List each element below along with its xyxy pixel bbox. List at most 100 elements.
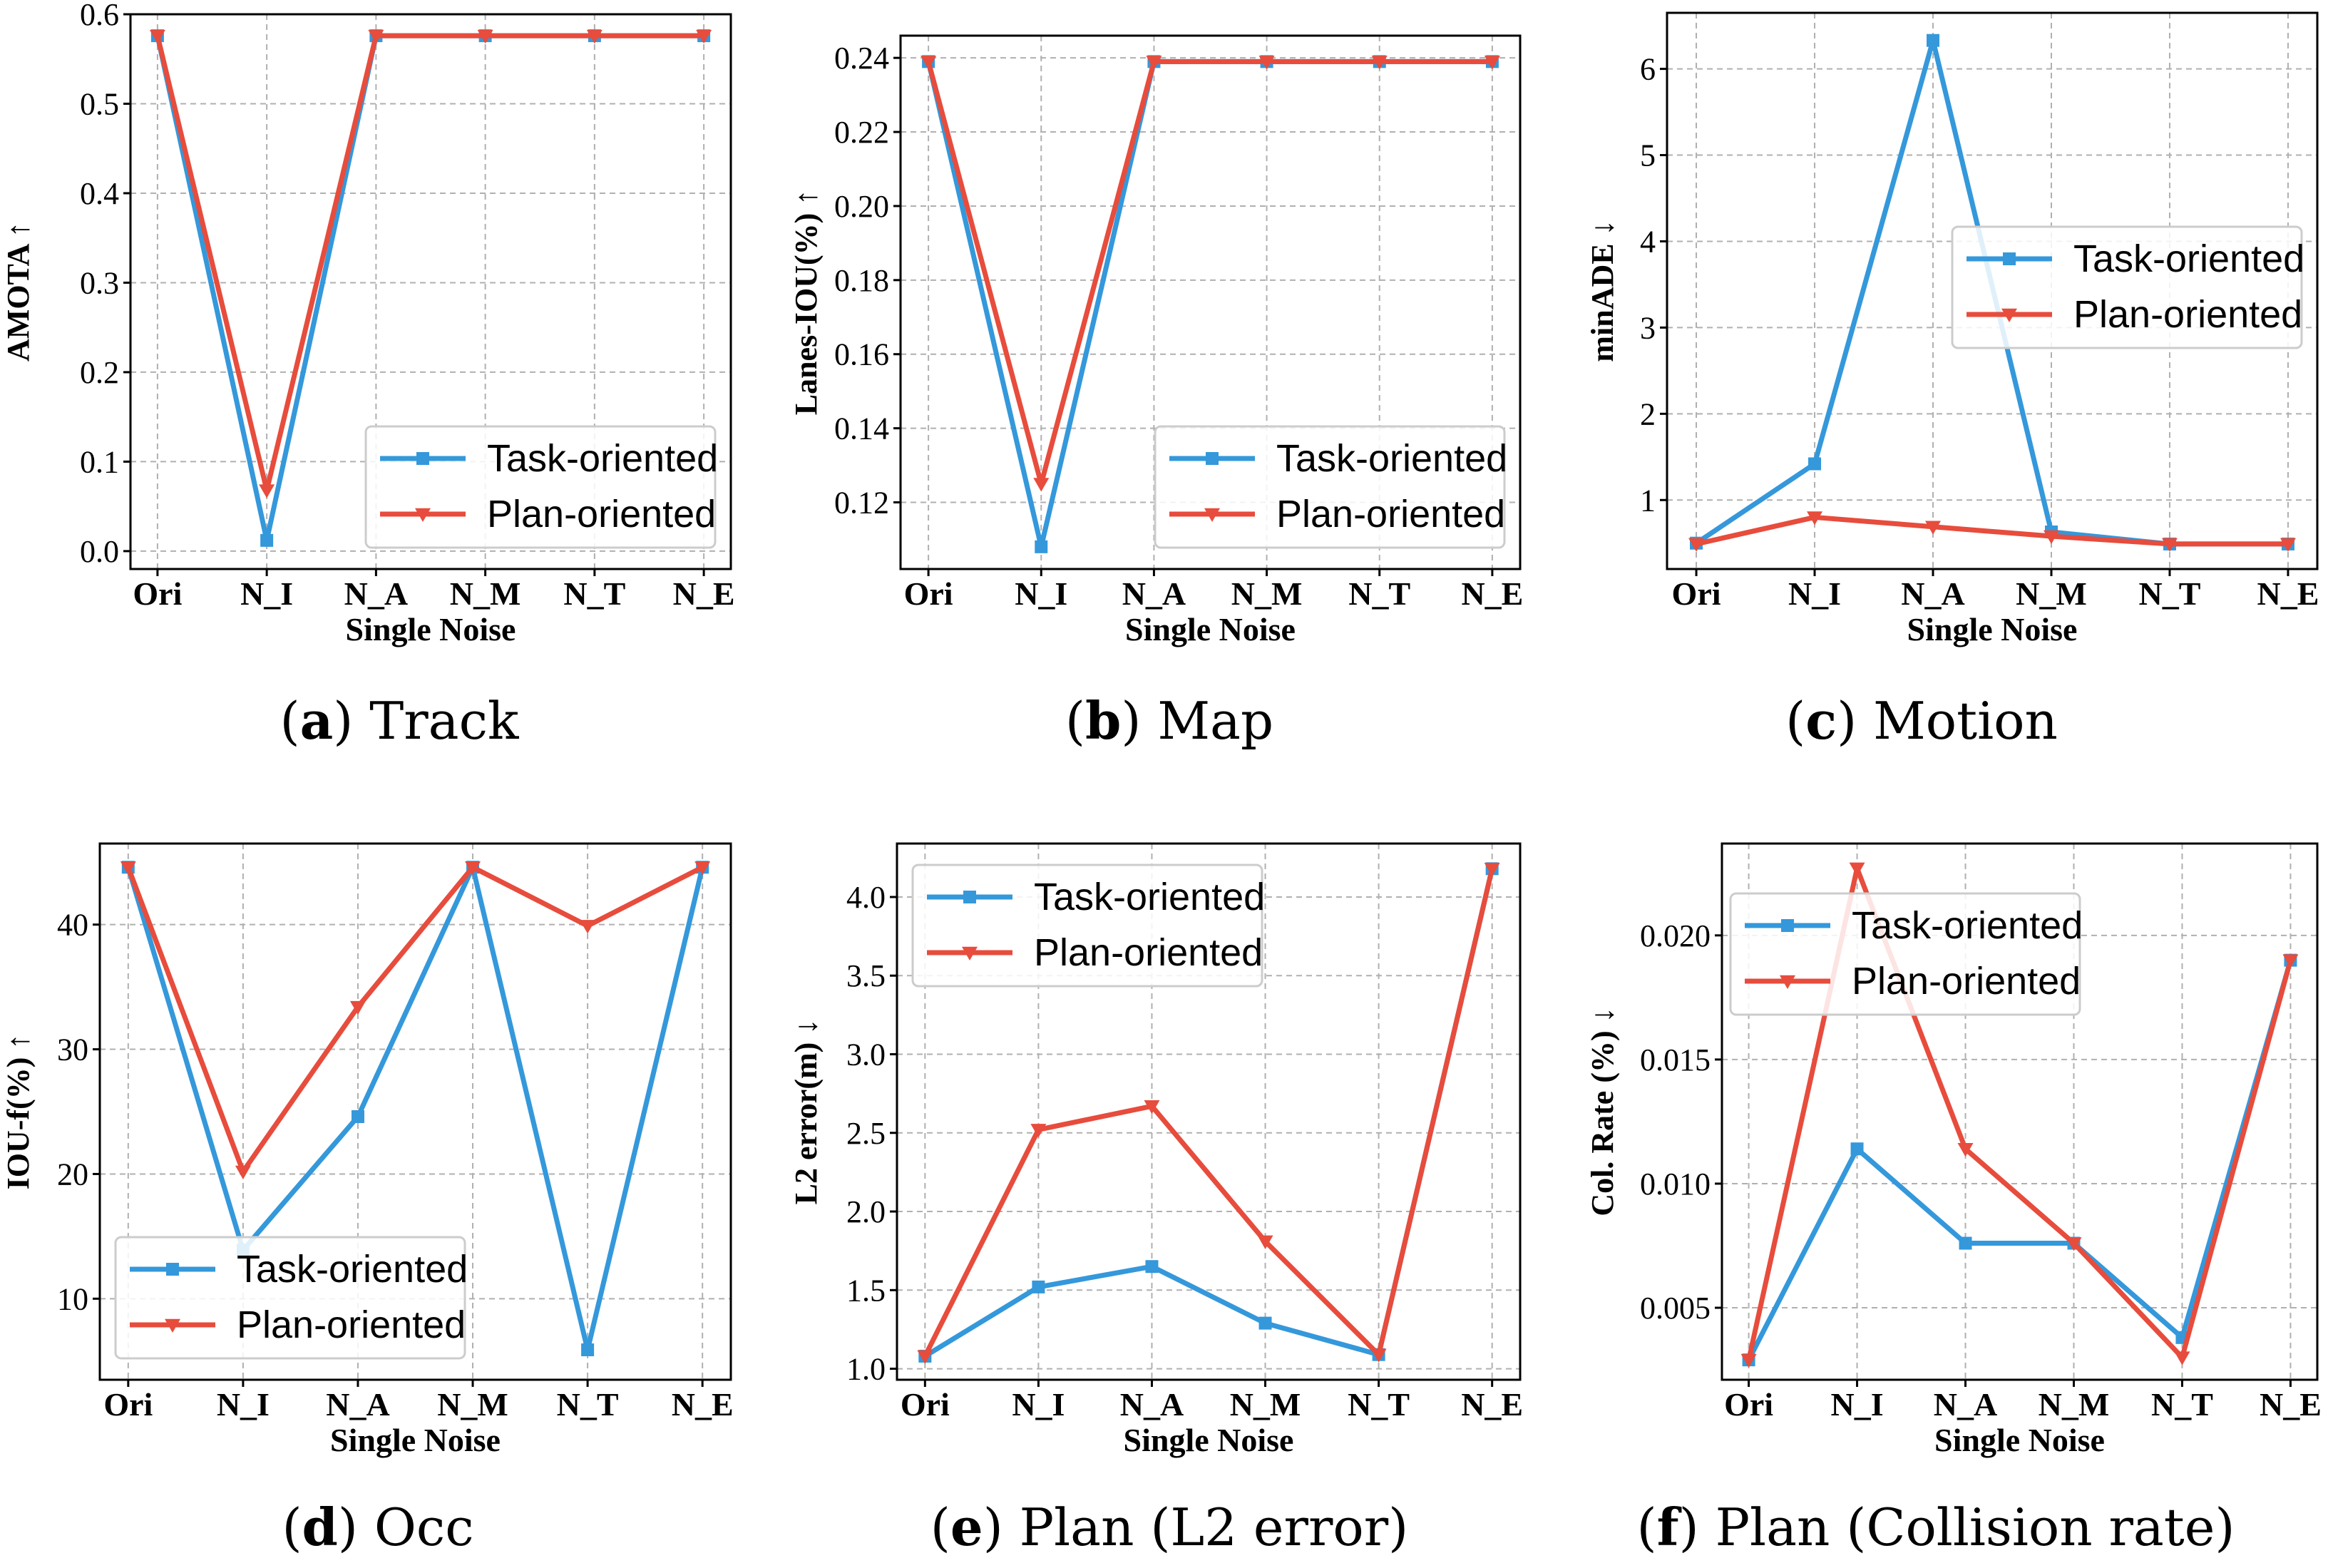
legend-marker-plan xyxy=(2001,308,2017,322)
plot-frame xyxy=(129,13,732,570)
panel-caption: (e) Plan (L2 error) xyxy=(930,1497,1408,1557)
y-axis-label: AMOTA ↑ xyxy=(1,222,36,362)
plot-frame xyxy=(1721,842,2319,1381)
y-axis-label: minADE ↓ xyxy=(1585,220,1620,362)
data-point-plan xyxy=(2280,538,2296,552)
legend: Task-oriented Plan-oriented xyxy=(364,425,718,549)
y-tick-label: 4 xyxy=(1640,224,1656,259)
caption-letter: e xyxy=(950,1497,983,1557)
x-tick-label: N_E xyxy=(2260,1386,2322,1423)
series-line-plan xyxy=(1696,514,2288,547)
data-point-plan xyxy=(917,1350,933,1364)
x-tick-label: N_A xyxy=(1934,1386,1997,1423)
x-tick-label: N_I xyxy=(1788,575,1841,612)
legend-marker-plan xyxy=(1204,508,1220,522)
legend: Task-oriented Plan-oriented xyxy=(1729,892,2083,1016)
x-tick-label: N_A xyxy=(1120,1386,1184,1423)
series-line-plan xyxy=(925,58,1492,487)
x-tick-label: N_T xyxy=(563,575,625,612)
legend-marker-plan xyxy=(165,1318,180,1333)
x-tick-label: N_E xyxy=(672,1386,734,1423)
x-tick-label: N_E xyxy=(2257,575,2319,612)
legend-label: Task-oriented xyxy=(487,437,718,480)
legend: Task-oriented Plan-oriented xyxy=(1154,425,1507,549)
data-point-plan xyxy=(465,861,481,876)
caption-text: ) Motion xyxy=(1837,691,2058,751)
plot-frame xyxy=(899,34,1522,570)
data-point-plan xyxy=(1144,1100,1160,1114)
x-tick-label: Ori xyxy=(1724,1386,1773,1423)
x-tick-label: N_M xyxy=(437,1386,508,1423)
y-tick-label: 30 xyxy=(57,1032,88,1067)
chart-b: 0.12 0.14 0.16 0.18 0.20 0.22 0.24 Ori N_I N_A N_M… xyxy=(789,34,1523,751)
data-point-plan xyxy=(696,29,712,44)
y-tick-label: 0.4 xyxy=(80,176,119,211)
y-tick-label: 2 xyxy=(1640,396,1656,431)
x-axis-label: Single Noise xyxy=(1125,611,1296,647)
y-tick-label: 40 xyxy=(57,908,88,943)
legend-label: Plan-oriented xyxy=(237,1303,466,1346)
data-point-task xyxy=(1927,34,1940,47)
legend-marker-task xyxy=(166,1263,179,1276)
y-tick-label: 3.5 xyxy=(846,958,886,993)
y-tick-label: 0.16 xyxy=(834,337,889,372)
chart-f: 0.005 0.010 0.015 0.020 Ori N_I N_A N_M N_T N_E Si… xyxy=(1585,842,2322,1557)
series-line-plan xyxy=(155,33,704,493)
legend: Task-oriented Plan-oriented xyxy=(114,1236,468,1360)
data-point-plan xyxy=(149,29,165,44)
legend-label: Task-oriented xyxy=(1034,876,1265,918)
chart-d: 10 20 30 40 Ori N_I N_A N_M N_T N_E Single Noise IO… xyxy=(1,842,734,1557)
y-tick-label: 4.0 xyxy=(846,880,886,915)
legend-label: Plan-oriented xyxy=(2073,293,2302,336)
legend: Task-oriented Plan-oriented xyxy=(911,864,1265,988)
data-point-plan xyxy=(1030,1124,1047,1138)
legend-label: Plan-oriented xyxy=(487,493,716,536)
y-tick-label: 0.3 xyxy=(80,265,119,300)
data-point-plan xyxy=(1371,56,1388,70)
y-tick-label: 0.6 xyxy=(80,0,119,32)
data-point-task xyxy=(351,1110,364,1123)
x-tick-label: N_T xyxy=(1348,575,1410,612)
y-tick-label: 3 xyxy=(1640,310,1656,345)
data-point-task xyxy=(1032,1280,1045,1293)
x-tick-label: N_E xyxy=(673,575,735,612)
chart-a: 0.0 0.1 0.2 0.3 0.4 0.5 0.6 Ori N_I N_A N_M N_T N_E S… xyxy=(1,0,735,751)
data-point-plan xyxy=(1688,538,1705,552)
x-tick-label: N_M xyxy=(2039,1386,2110,1423)
legend-marker-task xyxy=(2003,252,2016,265)
data-point-plan xyxy=(1849,862,1865,876)
data-point-plan xyxy=(2043,530,2059,545)
caption-open-paren: ( xyxy=(1637,1497,1657,1557)
caption-text: ) Occ xyxy=(338,1497,474,1557)
series-line-plan xyxy=(923,868,1495,1358)
caption-letter: b xyxy=(1085,690,1121,751)
y-tick-label: 20 xyxy=(57,1157,88,1192)
data-point-plan xyxy=(120,861,136,876)
y-tick-label: 0.18 xyxy=(834,263,889,298)
legend: Task-oriented Plan-oriented xyxy=(1951,225,2304,349)
data-point-plan xyxy=(1370,1348,1387,1363)
y-tick-label: 2.0 xyxy=(846,1194,886,1229)
y-axis-label: L2 error(m) ↓ xyxy=(789,1019,824,1205)
data-point-task xyxy=(1850,1142,1864,1156)
y-tick-label: 1 xyxy=(1640,483,1656,518)
data-point-plan xyxy=(1740,1353,1757,1368)
plot-frame xyxy=(896,842,1522,1381)
data-point-task xyxy=(1145,1260,1159,1274)
x-tick-label: Ori xyxy=(901,1386,950,1423)
data-point-plan xyxy=(2161,538,2178,552)
plot-frame xyxy=(98,842,732,1381)
legend-marker-task xyxy=(1206,452,1219,465)
y-tick-label: 2.5 xyxy=(846,1116,886,1151)
x-tick-label: N_E xyxy=(1461,575,1523,612)
y-tick-label: 0.24 xyxy=(834,41,889,76)
data-point-plan xyxy=(1957,1142,1974,1157)
y-tick-label: 0.12 xyxy=(834,486,889,521)
data-point-plan xyxy=(2066,1237,2082,1251)
data-point-plan xyxy=(235,1165,251,1179)
data-point-plan xyxy=(1258,56,1275,70)
legend-label: Plan-oriented xyxy=(1276,493,1505,536)
caption-text: ) Plan (L2 error) xyxy=(983,1497,1409,1557)
x-tick-label: N_M xyxy=(1230,1386,1301,1423)
x-tick-label: N_M xyxy=(1231,575,1303,612)
